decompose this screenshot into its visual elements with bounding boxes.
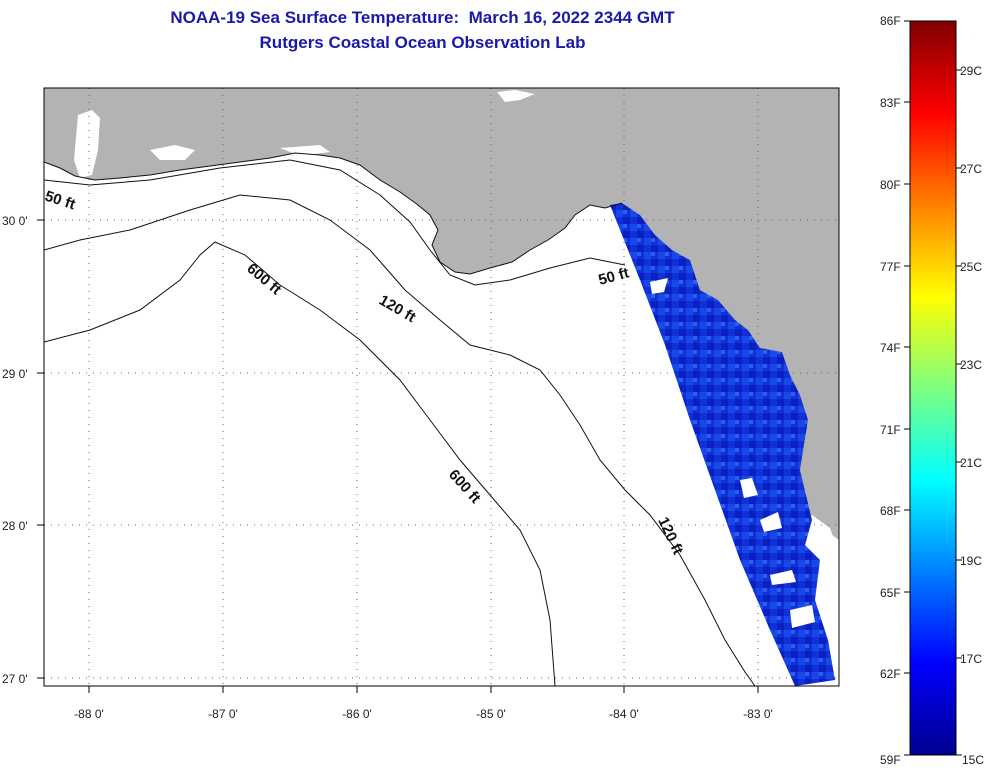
map-frame (43, 87, 840, 687)
lon-label: -85 0' (476, 707, 506, 721)
lat-label: 28 0' (2, 519, 28, 533)
colorbar-f-label: 86F (880, 14, 901, 28)
colorbar-f-label: 77F (880, 260, 901, 274)
lon-label: -83 0' (743, 707, 773, 721)
colorbar-f-label: 68F (880, 504, 901, 518)
map-area: 50 ft 600 ft 120 ft 50 ft 600 ft 120 ft (44, 88, 839, 686)
colorbar-c-label: 21C (960, 456, 982, 470)
depth-contours (44, 159, 756, 686)
colorbar-c-label: 29C (960, 64, 982, 78)
colorbar-f-label: 74F (880, 341, 901, 355)
lon-label: -88 0' (74, 707, 104, 721)
map-title: NOAA-19 Sea Surface Temperature: March 1… (170, 8, 675, 27)
sst-swath (610, 203, 835, 686)
colorbar-c-label: 25C (960, 260, 982, 274)
frame-ticks (37, 219, 759, 693)
lon-label: -86 0' (342, 707, 372, 721)
colorbar-c-label: 27C (960, 162, 982, 176)
colorbar-f-label: 62F (880, 667, 901, 681)
colorbar: 86F 83F 80F 77F 74F 71F 68F 65F 62F 59F … (880, 14, 984, 767)
colorbar-f-label: 65F (880, 586, 901, 600)
lat-label: 30 0' (2, 214, 28, 228)
colorbar-f-label: 59F (880, 753, 901, 767)
lat-label: 27 0' (2, 672, 28, 686)
lon-label: -87 0' (208, 707, 238, 721)
lat-label: 29 0' (2, 367, 28, 381)
colorbar-gradient (909, 20, 957, 756)
lon-label: -84 0' (609, 707, 639, 721)
map-subtitle: Rutgers Coastal Ocean Observation Lab (259, 33, 586, 52)
colorbar-f-label: 80F (880, 178, 901, 192)
colorbar-f-label: 71F (880, 423, 901, 437)
colorbar-c-label: 23C (960, 358, 982, 372)
colorbar-f-label: 83F (880, 96, 901, 110)
colorbar-c-label: 19C (960, 554, 982, 568)
colorbar-c-label: 15C (962, 753, 984, 767)
land-mass (44, 88, 839, 540)
colorbar-c-label: 17C (960, 652, 982, 666)
